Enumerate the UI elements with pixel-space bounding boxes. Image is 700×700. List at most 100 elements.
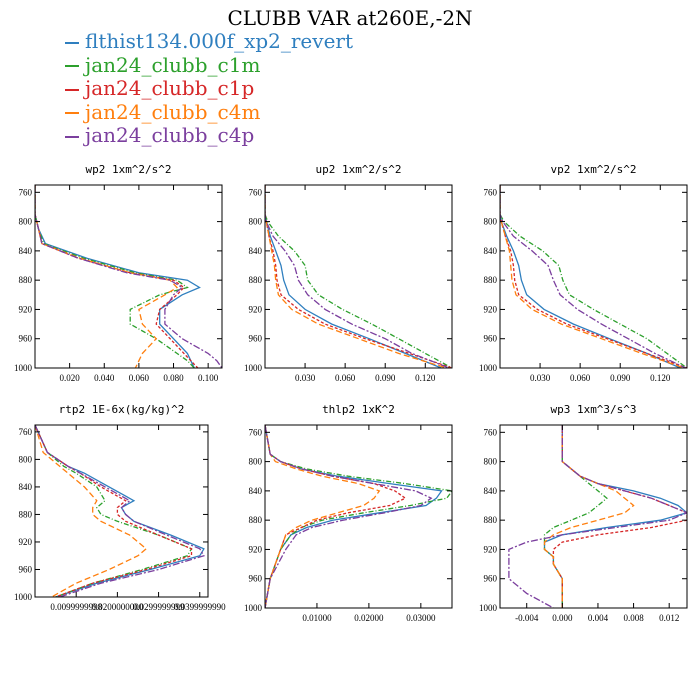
panel-title: rtp2 1E-6x(kg/kg)^2 <box>59 403 185 416</box>
y-tick-label: 1000 <box>14 592 33 602</box>
y-tick-label: 920 <box>249 544 263 554</box>
series-line <box>500 185 687 368</box>
x-tick-label: 0.02000 <box>354 613 384 623</box>
y-tick-label: 800 <box>484 457 498 467</box>
series-line <box>500 185 681 368</box>
y-tick-label: 840 <box>484 486 498 496</box>
y-tick-label: 760 <box>249 187 263 197</box>
x-tick-label: 0.012 <box>659 613 679 623</box>
plot-frame <box>264 184 453 369</box>
series-line <box>543 425 635 608</box>
y-tick-label: 1000 <box>479 603 498 613</box>
y-tick-label: 920 <box>484 544 498 554</box>
series-line <box>265 185 450 368</box>
y-tick-label: 960 <box>249 574 263 584</box>
series-line <box>35 185 195 368</box>
panel-title: wp2 1xm^2/s^2 <box>85 163 171 176</box>
legend-swatch <box>65 112 79 114</box>
y-tick-label: 960 <box>249 334 263 344</box>
legend-entry: jan24_clubb_c1p <box>65 76 353 101</box>
chart-panel: rtp2 1E-6x(kg/kg)^2 760 800 840 880 920 960 100… <box>14 403 226 612</box>
y-tick-label: 1000 <box>244 363 263 373</box>
y-tick-label: 800 <box>19 454 33 464</box>
legend-label: flthist134.000f_xp2_revert <box>85 29 353 53</box>
x-tick-label: 0.120 <box>650 373 671 383</box>
series-line <box>265 425 381 608</box>
chart-panel: thlp2 1xK^2 760 800 840 880 920 960 1000 0.01000… <box>244 403 453 623</box>
series-line <box>35 185 201 368</box>
series-line <box>35 425 205 597</box>
x-tick-label: 0.0299999999 <box>133 602 185 612</box>
series-line <box>500 185 687 368</box>
legend-entry: jan24_clubb_c4p <box>65 123 353 148</box>
y-tick-label: 960 <box>19 564 33 574</box>
legend-entry: jan24_clubb_c1m <box>65 52 353 78</box>
y-tick-label: 760 <box>19 427 33 437</box>
y-tick-label: 840 <box>19 246 33 256</box>
y-tick-label: 920 <box>249 304 263 314</box>
x-tick-label: 0.0399999990 <box>174 602 226 612</box>
legend-entry: flthist134.000f_xp2_revert <box>65 29 353 54</box>
y-tick-label: 920 <box>19 304 33 314</box>
x-tick-label: 0.008 <box>623 613 644 623</box>
series-line <box>265 185 452 368</box>
y-tick-label: 800 <box>249 457 263 467</box>
y-tick-label: 760 <box>19 187 33 197</box>
series-line <box>35 185 179 368</box>
series-line <box>508 425 687 608</box>
legend-swatch <box>65 65 79 67</box>
legend-label: jan24_clubb_c1p <box>85 76 255 100</box>
x-tick-label: 0.020 <box>60 373 81 383</box>
y-tick-label: 800 <box>19 217 33 227</box>
panel-title: thlp2 1xK^2 <box>322 403 395 416</box>
series-line <box>500 185 685 368</box>
series-line <box>35 425 148 597</box>
x-tick-label: 0.060 <box>129 373 150 383</box>
y-tick-label: 800 <box>484 217 498 227</box>
panel-title: up2 1xm^2/s^2 <box>315 163 401 176</box>
y-tick-label: 880 <box>484 275 498 285</box>
legend-swatch <box>65 135 79 138</box>
y-tick-label: 880 <box>249 275 263 285</box>
y-tick-label: 880 <box>484 515 498 525</box>
series-line <box>543 425 608 608</box>
y-tick-label: 960 <box>484 334 498 344</box>
x-tick-label: 0.040 <box>94 373 115 383</box>
plot-frame <box>34 184 223 369</box>
series-line <box>265 425 452 608</box>
y-tick-label: 840 <box>249 486 263 496</box>
plot-frame <box>264 424 453 609</box>
legend-swatch <box>65 41 79 44</box>
series-line <box>500 185 686 368</box>
x-tick-label: 0.0099999998 <box>50 602 102 612</box>
y-tick-label: 760 <box>249 427 263 437</box>
y-tick-label: 880 <box>19 275 33 285</box>
x-tick-label: 0.100 <box>198 373 219 383</box>
x-tick-label: 0.060 <box>335 373 356 383</box>
y-tick-label: 1000 <box>244 603 263 613</box>
series-line <box>35 425 193 597</box>
legend-label: jan24_clubb_c4p <box>85 123 255 147</box>
x-tick-label: 0.01000 <box>302 613 332 623</box>
series-line <box>543 425 687 608</box>
chart-panel: wp3 1xm^3/s^3 760 800 840 880 920 960 1000 -0.00… <box>479 403 688 623</box>
y-tick-label: 1000 <box>479 363 498 373</box>
x-tick-label: 0.0200000000 <box>92 602 144 612</box>
series-line <box>552 425 687 608</box>
x-tick-label: -0.004 <box>515 613 539 623</box>
x-tick-label: 0.004 <box>588 613 609 623</box>
y-tick-label: 760 <box>484 427 498 437</box>
chart-panel: wp2 1xm^2/s^2 760 800 840 880 920 960 1000 0.020… <box>14 163 223 383</box>
x-tick-label: 0.090 <box>610 373 631 383</box>
legend-swatch <box>65 88 79 91</box>
series-line <box>265 185 447 368</box>
legend-label: jan24_clubb_c4m <box>85 99 261 124</box>
legend-label: jan24_clubb_c1m <box>85 52 261 77</box>
chart-panel: up2 1xm^2/s^2 760 800 840 880 920 960 1000 0.030… <box>244 163 453 383</box>
plot-frame <box>34 424 209 598</box>
y-tick-label: 800 <box>249 217 263 227</box>
series-line <box>35 425 205 597</box>
x-tick-label: 0.03000 <box>406 613 436 623</box>
y-tick-label: 960 <box>484 574 498 584</box>
